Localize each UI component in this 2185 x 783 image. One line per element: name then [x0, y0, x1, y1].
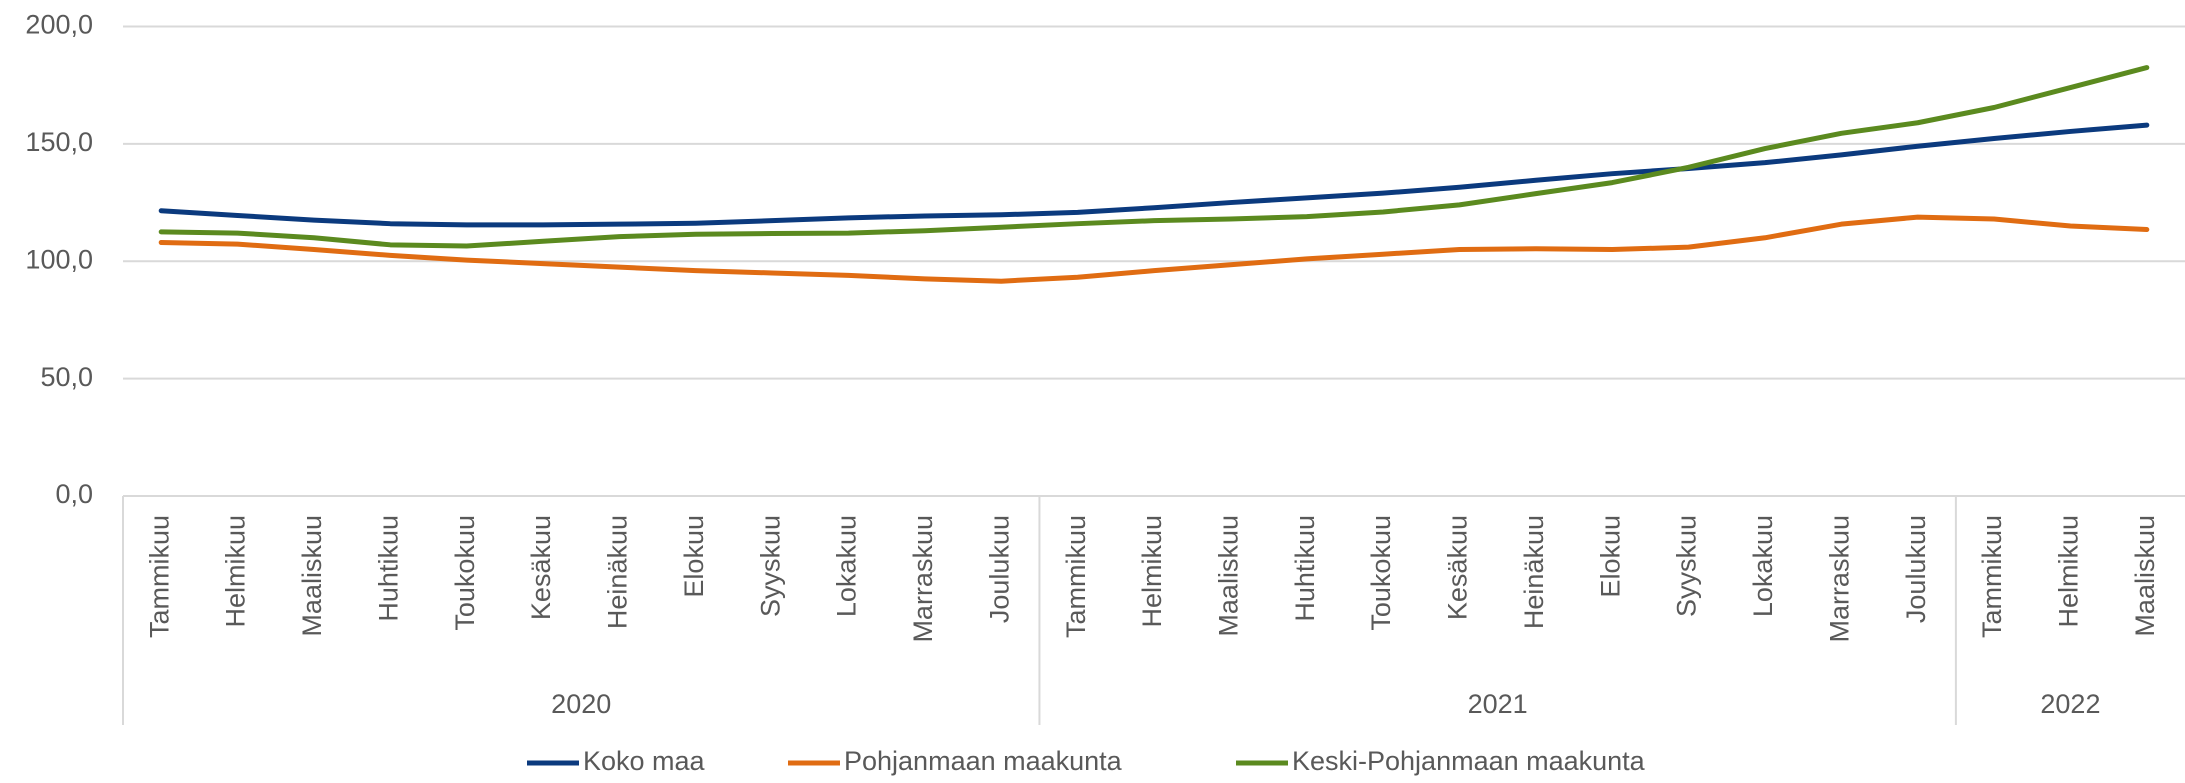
x-tick-label: Lokakuu [1748, 515, 1778, 617]
series-line [158, 122, 2150, 228]
x-tick-label: Kesäkuu [1443, 515, 1473, 620]
y-tick-label: 200,0 [25, 10, 93, 40]
x-tick-label: Maaliskuu [1213, 515, 1243, 637]
x-tick-label: Syyskuu [755, 515, 785, 617]
x-tick-label: Kesäkuu [526, 515, 556, 620]
x-tick-label: Syyskuu [1672, 515, 1702, 617]
x-tick-label: Joulukuu [1901, 515, 1931, 623]
x-tick-label: Lokakuu [832, 515, 862, 617]
x-tick-label: Elokuu [1595, 515, 1625, 598]
x-tick-label: Elokuu [679, 515, 709, 598]
x-tick-label: Marraskuu [1824, 515, 1854, 643]
x-tick-label: Maaliskuu [297, 515, 327, 637]
series-line [158, 65, 2150, 249]
legend-label: Pohjanmaan maakunta [844, 746, 1123, 776]
legend-label: Koko maa [583, 746, 706, 776]
x-tick-label: Helmikuu [2054, 515, 2084, 628]
y-tick-label: 0,0 [55, 479, 93, 509]
series-line [158, 214, 2150, 284]
x-group-label: 2022 [2040, 689, 2100, 719]
x-group-label: 2020 [551, 689, 611, 719]
x-tick-label: Huhtikuu [373, 515, 403, 622]
x-tick-label: Maaliskuu [2130, 515, 2160, 637]
x-tick-label: Helmikuu [221, 515, 251, 628]
x-tick-label: Heinäkuu [603, 515, 633, 629]
x-tick-label: Toukokuu [1366, 515, 1396, 631]
y-tick-label: 150,0 [25, 127, 93, 157]
x-tick-label: Marraskuu [908, 515, 938, 643]
x-tick-label: Heinäkuu [1519, 515, 1549, 629]
x-tick-label: Tammikuu [1977, 515, 2007, 638]
x-tick-label: Tammikuu [144, 515, 174, 638]
x-tick-label: Helmikuu [1137, 515, 1167, 628]
x-tick-label: Huhtikuu [1290, 515, 1320, 622]
x-group-label: 2021 [1468, 689, 1528, 719]
y-tick-label: 50,0 [40, 362, 93, 392]
legend-label: Keski-Pohjanmaan maakunta [1292, 746, 1646, 776]
y-tick-label: 100,0 [25, 244, 93, 274]
x-tick-label: Tammikuu [1061, 515, 1091, 638]
x-tick-label: Joulukuu [984, 515, 1014, 623]
x-tick-label: Toukokuu [450, 515, 480, 631]
